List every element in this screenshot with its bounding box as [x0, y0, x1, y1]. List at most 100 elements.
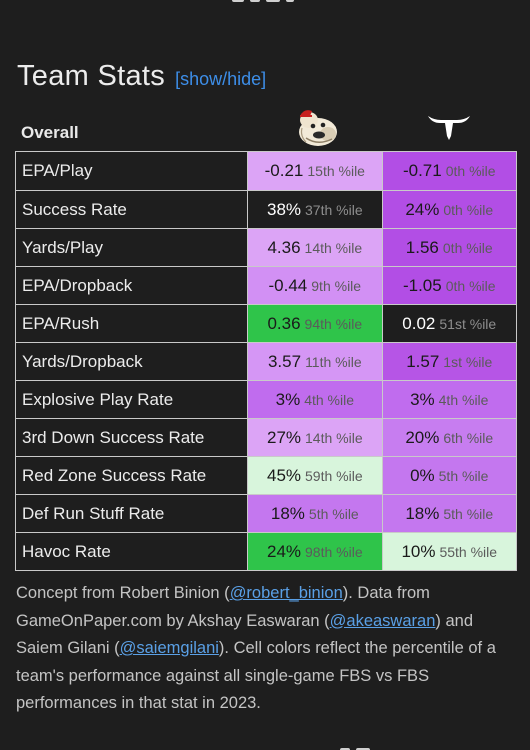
team-b-stat-cell: 1.57 1st %ile: [381, 343, 516, 380]
table-row: Yards/Play 4.36 14th %ile 1.56 0th %ile: [16, 228, 516, 266]
table-row: Yards/Dropback 3.57 11th %ile 1.57 1st %ile: [16, 342, 516, 380]
team-b-stat-cell: 18% 5th %ile: [381, 495, 516, 532]
stat-percentile: 98th %ile: [305, 543, 363, 560]
stat-percentile: 11th %ile: [305, 353, 362, 370]
stat-value: 3%: [410, 389, 435, 409]
stat-percentile: 5th %ile: [438, 467, 489, 484]
show-hide-toggle-link[interactable]: [show/hide]: [175, 69, 267, 89]
stat-percentile: 5th %ile: [308, 505, 359, 522]
table-row: EPA/Rush 0.36 94th %ile 0.02 51st %ile: [16, 304, 516, 342]
stat-value: 3.57: [267, 351, 302, 371]
team-b-stat-cell: 0% 5th %ile: [381, 457, 516, 494]
robert-binion-link[interactable]: @robert_binion: [229, 584, 343, 602]
stat-percentile: 14th %ile: [304, 239, 363, 256]
table-row: Success Rate 38% 37th %ile 24% 0th %ile: [16, 190, 516, 228]
table-row: Explosive Play Rate 3% 4th %ile 3% 4th %ile: [16, 380, 516, 418]
stat-value: 10%: [401, 541, 436, 561]
team-a-stat-cell: 24% 98th %ile: [247, 533, 382, 570]
team-a-stat-cell: 45% 59th %ile: [247, 457, 382, 494]
stat-label: EPA/Dropback: [22, 276, 133, 295]
table-row: Havoc Rate 24% 98th %ile 10% 55th %ile: [16, 532, 516, 570]
stat-value: 38%: [266, 199, 302, 219]
team-b-stat-cell: 24% 0th %ile: [381, 191, 516, 228]
stat-label: EPA/Rush: [22, 314, 100, 333]
stat-percentile: 5th %ile: [443, 505, 494, 522]
stat-label: Red Zone Success Rate: [22, 466, 207, 485]
team-b-stat-cell: 10% 55th %ile: [381, 533, 516, 570]
cut-off-text-top: [0, 0, 530, 8]
overall-header-row: Overall: [16, 108, 516, 152]
team-a-stat-cell: 38% 37th %ile: [247, 191, 381, 228]
table-row: EPA/Play -0.21 15th %ile -0.71 0th %ile: [16, 152, 516, 190]
longhorn-logo-icon: [428, 116, 470, 140]
stat-value: 20%: [405, 427, 440, 447]
team-b-stat-cell: 20% 6th %ile: [381, 419, 516, 456]
stat-percentile: 15th %ile: [307, 163, 365, 179]
team-b-stat-cell: 1.56 0th %ile: [381, 229, 516, 266]
footer-note: Concept from Robert Binion (@robert_bini…: [16, 584, 496, 712]
stat-percentile: 37th %ile: [305, 201, 363, 218]
stat-label: Explosive Play Rate: [22, 390, 174, 409]
section-header: Team Stats [show/hide]: [17, 60, 266, 93]
team-b-stat-cell: -0.71 0th %ile: [381, 152, 516, 190]
team-a-stat-cell: -0.44 9th %ile: [247, 267, 382, 304]
stat-value: 0.02: [402, 313, 436, 333]
stat-value: 3%: [275, 389, 301, 409]
stat-value: 27%: [266, 427, 302, 447]
section-title: Team Stats: [17, 60, 166, 92]
stat-value: -1.05: [402, 275, 442, 295]
saiemgilani-link[interactable]: @saiemgilani: [119, 639, 219, 657]
stat-value: 45%: [266, 465, 302, 485]
stat-value: 1.56: [405, 237, 439, 257]
cut-off-text-bottom: [0, 744, 530, 750]
table-row: Red Zone Success Rate 45% 59th %ile 0% 5th %…: [16, 456, 516, 494]
stat-percentile: 14th %ile: [305, 429, 363, 446]
team-a-stat-cell: 18% 5th %ile: [247, 495, 382, 532]
stat-label: Success Rate: [22, 200, 127, 219]
stat-percentile: 0th %ile: [445, 163, 496, 179]
stat-value: 18%: [405, 503, 440, 523]
stat-percentile: 59th %ile: [305, 467, 363, 484]
team-a-stat-cell: -0.21 15th %ile: [247, 152, 382, 190]
stat-percentile: 4th %ile: [304, 391, 354, 408]
akeaswaran-link[interactable]: @akeaswaran: [329, 611, 436, 630]
stat-percentile: 6th %ile: [443, 429, 494, 446]
overall-label: Overall: [21, 123, 79, 142]
team-a-stat-cell: 3.57 11th %ile: [247, 343, 382, 380]
table-row: 3rd Down Success Rate 27% 14th %ile 20% 6th …: [16, 418, 516, 456]
team-a-stat-cell: 3% 4th %ile: [247, 381, 382, 418]
bulldog-logo-icon: [299, 110, 337, 146]
stat-percentile: 9th %ile: [311, 277, 362, 294]
stat-label: EPA/Play: [22, 161, 93, 180]
stat-value: 1.57: [406, 351, 440, 371]
stat-percentile: 0th %ile: [442, 239, 493, 256]
team-stats-table: EPA/Play -0.21 15th %ile -0.71 0th %ile Succe…: [15, 151, 517, 571]
team-b-stat-cell: -1.05 0th %ile: [381, 267, 516, 304]
stat-value: -0.21: [264, 161, 304, 180]
team-b-stat-cell: 3% 4th %ile: [381, 381, 516, 418]
stat-label: Yards/Dropback: [22, 352, 143, 371]
stat-percentile: 1st %ile: [443, 353, 493, 370]
stat-percentile: 0th %ile: [443, 201, 494, 218]
stat-percentile: 4th %ile: [438, 391, 489, 408]
stat-value: 0%: [410, 465, 435, 485]
stat-value: 24%: [405, 199, 440, 219]
table-row: EPA/Dropback -0.44 9th %ile -1.05 0th %ile: [16, 266, 516, 304]
team-a-stat-cell: 27% 14th %ile: [247, 419, 382, 456]
team-a-stat-cell: 4.36 14th %ile: [247, 229, 382, 266]
stat-label: Yards/Play: [22, 238, 103, 257]
stat-value: 24%: [266, 541, 302, 561]
stat-percentile: 94th %ile: [304, 315, 363, 332]
stat-value: 4.36: [267, 237, 301, 257]
stat-value: 18%: [270, 503, 305, 523]
stat-value: -0.71: [402, 161, 442, 180]
stat-label: Def Run Stuff Rate: [22, 504, 165, 523]
stat-value: 0.36: [267, 313, 301, 333]
stat-label: 3rd Down Success Rate: [22, 428, 205, 447]
team-a-stat-cell: 0.36 94th %ile: [247, 305, 382, 342]
stat-percentile: 0th %ile: [445, 277, 496, 294]
stat-label: Havoc Rate: [22, 542, 111, 561]
team-b-stat-cell: 0.02 51st %ile: [381, 305, 516, 342]
stat-value: -0.44: [268, 275, 308, 295]
stat-percentile: 55th %ile: [439, 543, 498, 560]
